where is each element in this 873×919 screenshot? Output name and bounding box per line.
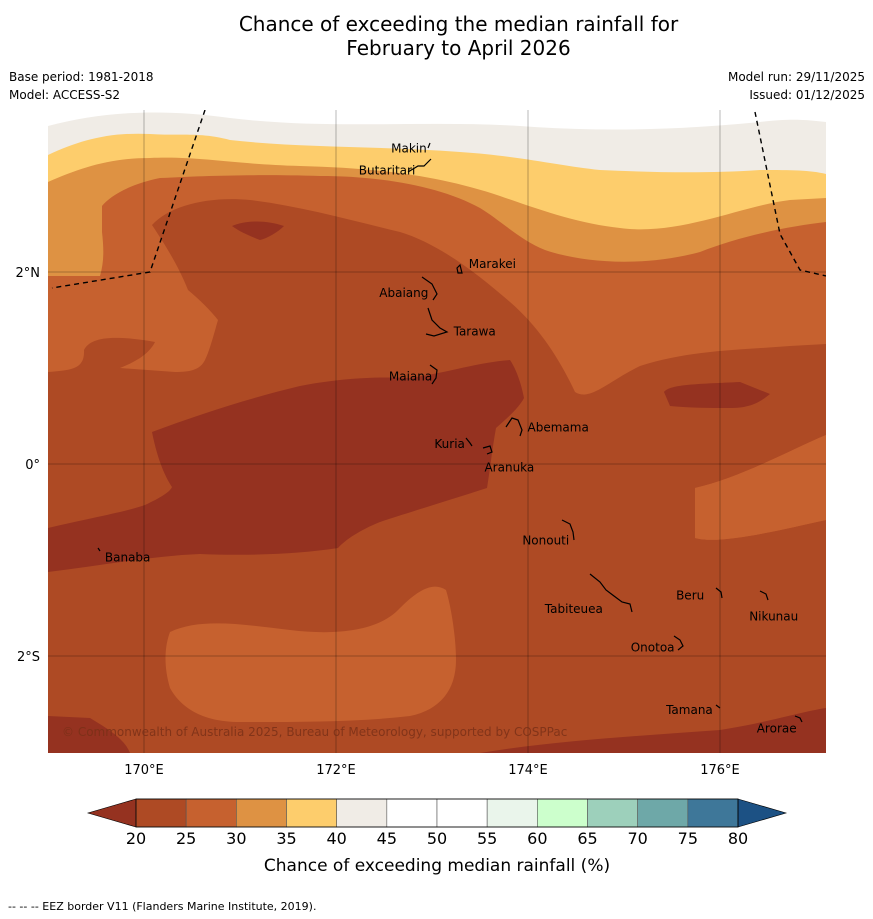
colorbar-tick-25: 25 [176,829,196,848]
place-label-aranuka: Aranuka [484,461,534,475]
island-outline-marakei [456,263,463,274]
base-period: Base period: 1981-2018 [9,70,154,84]
band-below-20-east [664,382,770,408]
colorbar-segment-0 [135,798,187,828]
lat-tick-label-2: 2°S [17,650,40,665]
colorbar-segment-6 [436,798,488,828]
colorbar-segment-2 [236,798,287,828]
colorbar-frame [135,798,739,828]
model-name: Model: ACCESS-S2 [9,88,121,102]
colorbar-segment-10 [637,798,689,828]
colorbar-segment-8 [537,798,588,828]
place-label-kuria: Kuria [434,437,465,451]
model-run-date: Model run: 29/11/2025 [727,70,865,84]
colorbar-tick-35: 35 [276,829,296,848]
island-outline-aranuka [482,445,493,455]
colorbar-segment-3 [286,798,337,828]
band-25-30-pocket-south [165,586,456,722]
place-label-tabiteuea: Tabiteuea [544,602,603,616]
colorbar-tick-30: 30 [226,829,246,848]
place-label-abemama: Abemama [528,421,589,435]
colorbar-over-arrow [737,798,788,828]
map-title: Chance of exceeding the median rainfall … [0,12,873,60]
island-outline-banaba [97,547,101,552]
copyright-notice: © Commonwealth of Australia 2025, Bureau… [62,725,567,739]
place-label-maiana: Maiana [389,370,432,384]
island-outline-abemama [505,417,523,437]
band-25-30-pocket-east [695,435,826,540]
place-label-nonouti: Nonouti [522,533,569,547]
colorbar-segment-4 [336,798,388,828]
title-line-2: February to April 2026 [346,36,571,60]
band-below-20-nw [232,221,284,240]
colorbar-tick-40: 40 [326,829,346,848]
map-panel: Makin Butaritari Marakei Abaiang Tarawa Maian… [48,110,826,753]
island-outline-nonouti [561,519,575,541]
band-below-20-central [48,360,524,572]
island-outline-nikunau [759,590,769,601]
colorbar-tick-45: 45 [377,829,397,848]
axis-tick-labels: 170°E 172°E 174°E 176°E 2°N 0° 2°S [16,266,740,778]
island-outline-makin [427,142,431,149]
colorbar-under-arrow [86,798,137,828]
place-label-tamana: Tamana [665,703,713,717]
graticule [48,110,826,753]
colorbar-segment-5 [386,798,438,828]
place-label-makin: Makin [391,141,427,155]
lat-tick-label-1: 0° [25,458,40,473]
colorbar: 20 25 30 35 40 45 50 55 60 65 70 75 80 [86,798,788,848]
colorbar-tick-65: 65 [577,829,597,848]
lon-tick-label-0: 170°E [124,763,164,778]
island-outline-tamana [715,704,721,709]
place-label-onotoa: Onotoa [631,641,675,655]
colorbar-tick-55: 55 [477,829,497,848]
island-outline-kuria [465,437,473,447]
place-label-abaiang: Abaiang [379,286,428,300]
place-label-marakei: Marakei [469,257,516,271]
issued-date: Issued: 01/12/2025 [749,88,865,102]
place-labels: Makin Butaritari Marakei Abaiang Tarawa Maian… [105,141,798,735]
colorbar-tick-80: 80 [728,829,748,848]
lat-tick-label-0: 2°N [16,266,41,281]
place-label-banaba: Banaba [105,551,151,565]
colorbar-tick-70: 70 [627,829,647,848]
island-outline-tabiteuea [589,573,633,613]
colorbar-segment-11 [687,798,739,828]
band-below-20-sw [48,716,130,753]
island-outline-beru [715,587,723,599]
lon-tick-label-1: 172°E [316,763,356,778]
island-outline-butaritari [407,158,432,173]
eez-borders [51,110,826,289]
eez-source-note: -- -- -- EEZ border V11 (Flanders Marine… [8,900,317,913]
island-outline-abaiang [421,276,438,301]
title-line-1: Chance of exceeding the median rainfall … [238,12,679,36]
colorbar-tick-75: 75 [678,829,698,848]
lon-tick-label-3: 176°E [700,763,740,778]
band-below-20-se [480,708,826,753]
eez-border-east [754,111,826,277]
lon-tick-label-2: 174°E [508,763,548,778]
colorbar-title: Chance of exceeding median rainfall (%) [264,856,610,876]
island-outline-onotoa [673,635,684,651]
colorbar-tick-20: 20 [126,829,146,848]
colorbar-tick-60: 60 [527,829,547,848]
colorbar-segment-7 [486,798,538,828]
colorbar-segment-1 [185,798,237,828]
place-label-nikunau: Nikunau [749,609,798,623]
eez-border-west [51,110,206,289]
island-outline-maiana [429,364,438,385]
colorbar-tick-50: 50 [427,829,447,848]
place-label-arorae: Arorae [757,721,797,735]
place-label-butaritari: Butaritari [359,163,416,177]
island-outlines [97,142,803,723]
island-outline-arorae [794,715,803,723]
island-outline-tarawa [425,307,449,337]
colorbar-segment-9 [587,798,638,828]
place-label-tarawa: Tarawa [453,325,496,339]
place-label-beru: Beru [676,589,704,603]
